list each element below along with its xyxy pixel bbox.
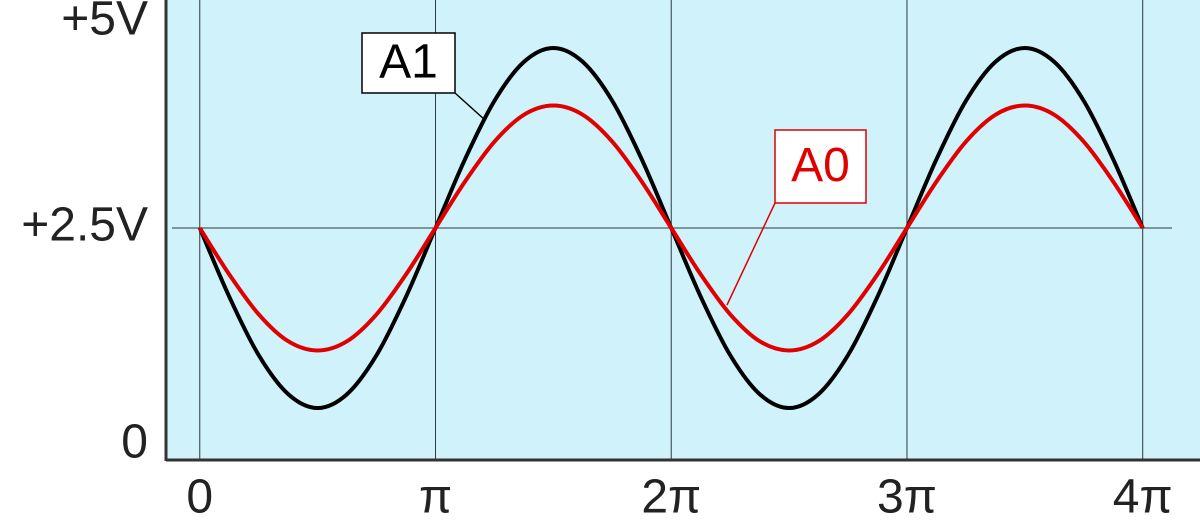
series-line xyxy=(198,103,1145,353)
y-tick-label: +5V xyxy=(61,0,148,46)
legend-label: A0 xyxy=(791,139,850,192)
x-tick-label: 0 xyxy=(186,471,213,522)
plot-background xyxy=(166,0,1200,460)
legend-label: A1 xyxy=(379,36,438,89)
x-tick-label: 3π xyxy=(877,471,937,522)
y-tick-label: +2.5V xyxy=(21,199,148,252)
x-tick-label: 2π xyxy=(641,471,701,522)
y-tick-label: 0 xyxy=(121,416,148,469)
callout-box xyxy=(774,129,867,204)
x-tick-label: 4π xyxy=(1113,471,1173,522)
callout-box xyxy=(361,32,456,94)
callout-leader xyxy=(454,92,486,121)
x-tick-label: π xyxy=(419,471,452,522)
callout-leader xyxy=(726,202,776,306)
